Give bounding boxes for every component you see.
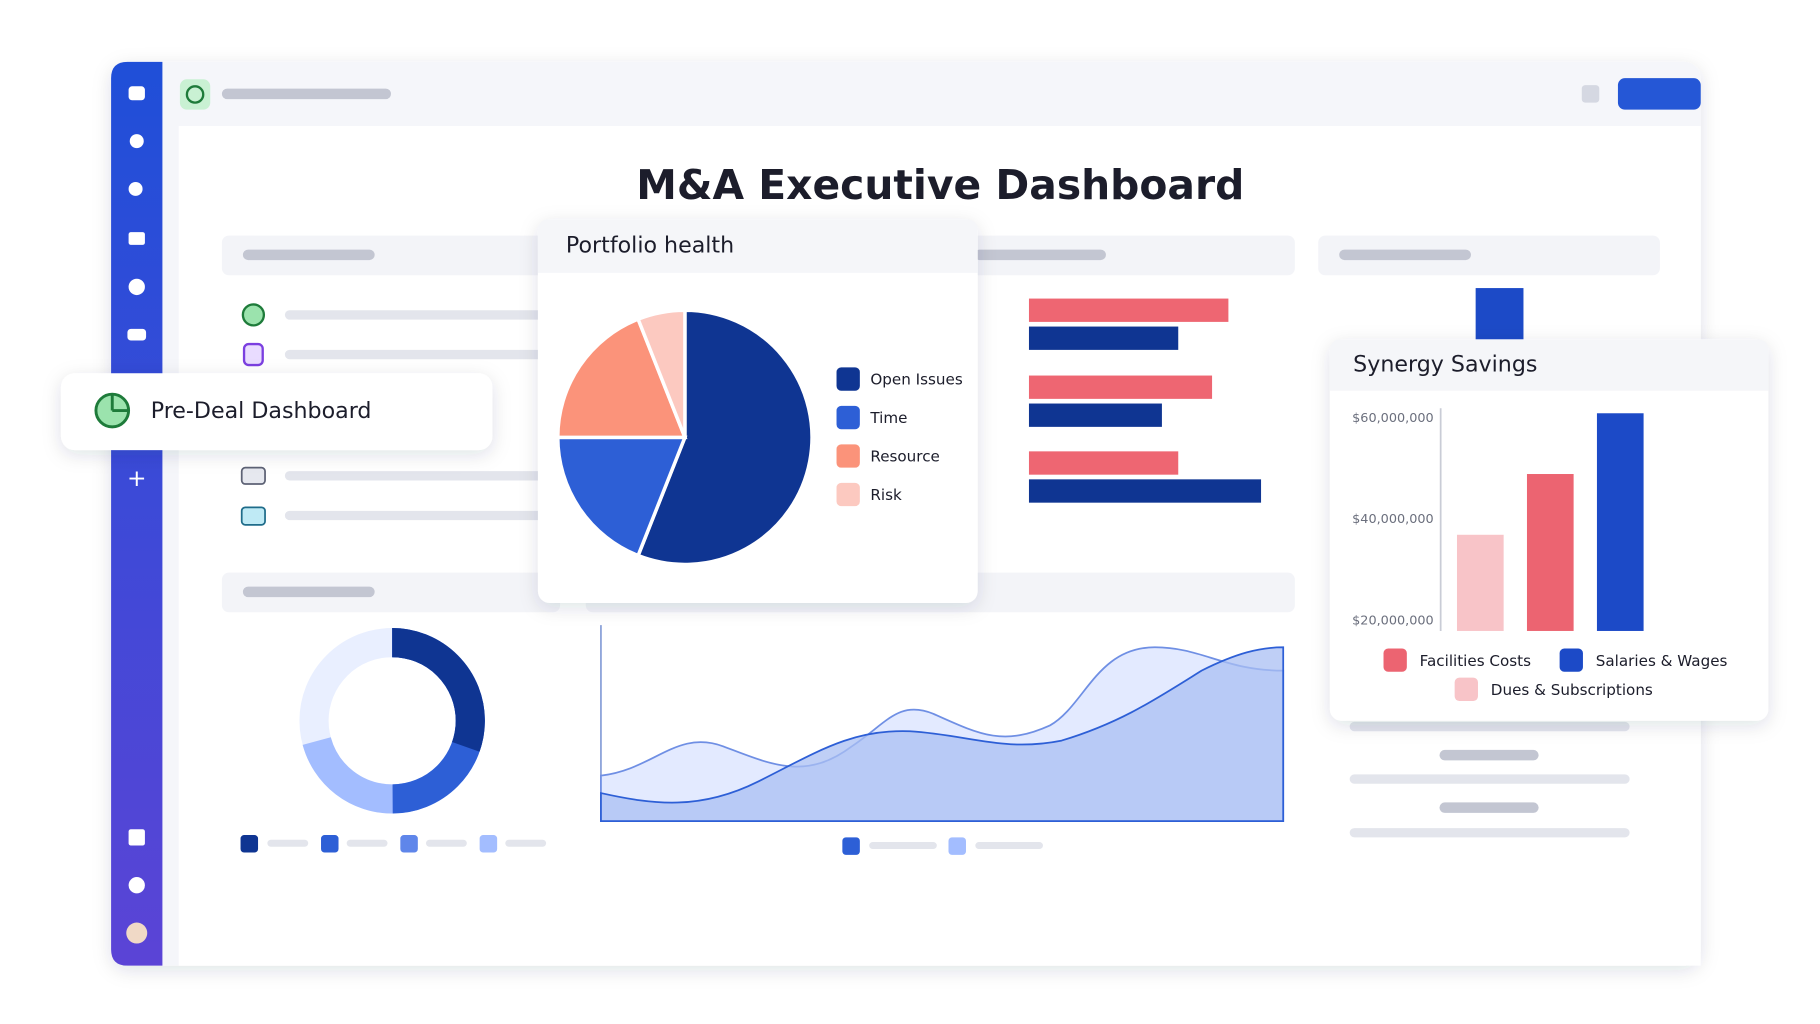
placeholder-bar — [869, 842, 937, 850]
legend-swatch — [400, 835, 418, 853]
placeholder-bar — [1349, 828, 1630, 838]
bar — [1456, 534, 1504, 631]
bar-card: Synergy Savings $20,000,000 $40,000,000 $6… — [1329, 339, 1769, 721]
sidebar — [111, 61, 163, 966]
y-tick-label: $20,000,000 — [1352, 613, 1434, 628]
help-icon[interactable] — [128, 877, 145, 894]
list-icon — [241, 303, 266, 327]
bell-icon[interactable] — [129, 134, 144, 149]
pie-slice — [635, 308, 687, 439]
pie-slice — [556, 435, 688, 558]
sidebar-icons: + — [126, 86, 148, 944]
list-icon — [240, 466, 266, 485]
placeholder-bar — [346, 839, 388, 847]
decor-bar — [1028, 479, 1262, 503]
decor-bar — [1475, 288, 1524, 347]
bar — [1526, 474, 1574, 631]
popup-label: Pre-Deal Dashboard — [151, 398, 372, 424]
decor-bar — [1028, 326, 1179, 350]
avatar[interactable] — [126, 922, 148, 944]
placeholder-bar — [1439, 802, 1539, 813]
bar — [1596, 413, 1644, 631]
pie-card: Portfolio health Open Issues Time Resource… — [537, 219, 978, 603]
card-header — [221, 572, 561, 613]
placeholder-bar — [242, 586, 375, 598]
popup[interactable]: Pre-Deal Dashboard — [60, 373, 493, 451]
legend-swatch — [240, 835, 259, 853]
decor-area — [600, 646, 1285, 822]
placeholder-bar — [221, 88, 392, 100]
decor-bar — [1028, 403, 1162, 427]
legend-swatch — [1559, 648, 1583, 672]
legend-swatch — [836, 405, 860, 430]
board-icon — [179, 79, 211, 110]
placeholder-bar — [284, 349, 554, 360]
placeholder-bar — [975, 842, 1043, 850]
placeholder-bar — [267, 839, 309, 847]
legend-swatch — [836, 444, 860, 468]
popup-icon-hand — [110, 394, 129, 412]
card-header — [1329, 339, 1769, 391]
decor-donut — [299, 628, 485, 814]
legend-label: Resource — [870, 448, 940, 466]
list-icon — [242, 342, 264, 367]
placeholder-bar — [1439, 749, 1539, 761]
legend-swatch — [321, 835, 339, 853]
y-tick-label: $60,000,000 — [1352, 411, 1434, 426]
toolbar-icon[interactable] — [1581, 85, 1600, 103]
pie-slice — [556, 316, 688, 440]
card-header — [1318, 235, 1660, 276]
pie-slice — [635, 308, 814, 567]
legend-label: Facilities Costs — [1420, 652, 1531, 670]
legend-label: Open Issues — [870, 371, 962, 389]
popup-card[interactable] — [60, 373, 493, 451]
legend-label: Risk — [870, 486, 902, 504]
card-header — [968, 235, 1295, 276]
legend-swatch — [836, 367, 860, 391]
placeholder-bar — [284, 510, 554, 521]
decor-bar — [1028, 375, 1213, 399]
legend-swatch — [842, 837, 860, 855]
legend-label: Time — [869, 409, 907, 427]
list-icon — [240, 506, 266, 526]
donut-legend — [240, 835, 547, 853]
donut-seg — [299, 628, 485, 814]
action-button[interactable] — [1617, 78, 1701, 110]
placeholder-bar — [505, 839, 547, 847]
placeholder-bar — [1349, 721, 1630, 732]
card-title: Synergy Savings — [1353, 352, 1537, 378]
decor-bar — [1028, 298, 1229, 322]
legend-label: Salaries & Wages — [1596, 652, 1728, 670]
placeholder-bar — [1339, 249, 1471, 261]
home-icon[interactable] — [128, 86, 145, 101]
apps-icon[interactable] — [128, 829, 145, 846]
legend-swatch — [948, 837, 966, 855]
team-icon[interactable] — [127, 328, 147, 341]
placeholder-bar — [425, 839, 467, 847]
card-title: Portfolio health — [566, 233, 734, 259]
legend-swatch — [1454, 677, 1478, 701]
placeholder-bar — [242, 249, 375, 261]
legend-swatch — [1383, 648, 1407, 672]
placeholder-bar — [974, 249, 1106, 261]
y-tick-label: $40,000,000 — [1352, 512, 1434, 527]
search-icon[interactable] — [128, 181, 143, 196]
folder-icon[interactable] — [128, 232, 145, 245]
card-header — [221, 235, 561, 276]
legend-swatch — [836, 482, 860, 507]
legend-swatch — [479, 835, 498, 853]
board-icon-glyph — [185, 85, 205, 104]
card-header — [537, 219, 978, 273]
placeholder-bar — [1349, 774, 1630, 784]
placeholder-bar — [284, 310, 554, 320]
placeholder-bar — [284, 471, 554, 481]
clock-icon[interactable] — [128, 278, 145, 296]
page-title: M&A Executive Dashboard — [636, 161, 1244, 209]
decor-bar — [1028, 451, 1179, 475]
legend-label: Dues & Subscriptions — [1491, 681, 1653, 699]
add-icon[interactable]: + — [127, 465, 147, 492]
